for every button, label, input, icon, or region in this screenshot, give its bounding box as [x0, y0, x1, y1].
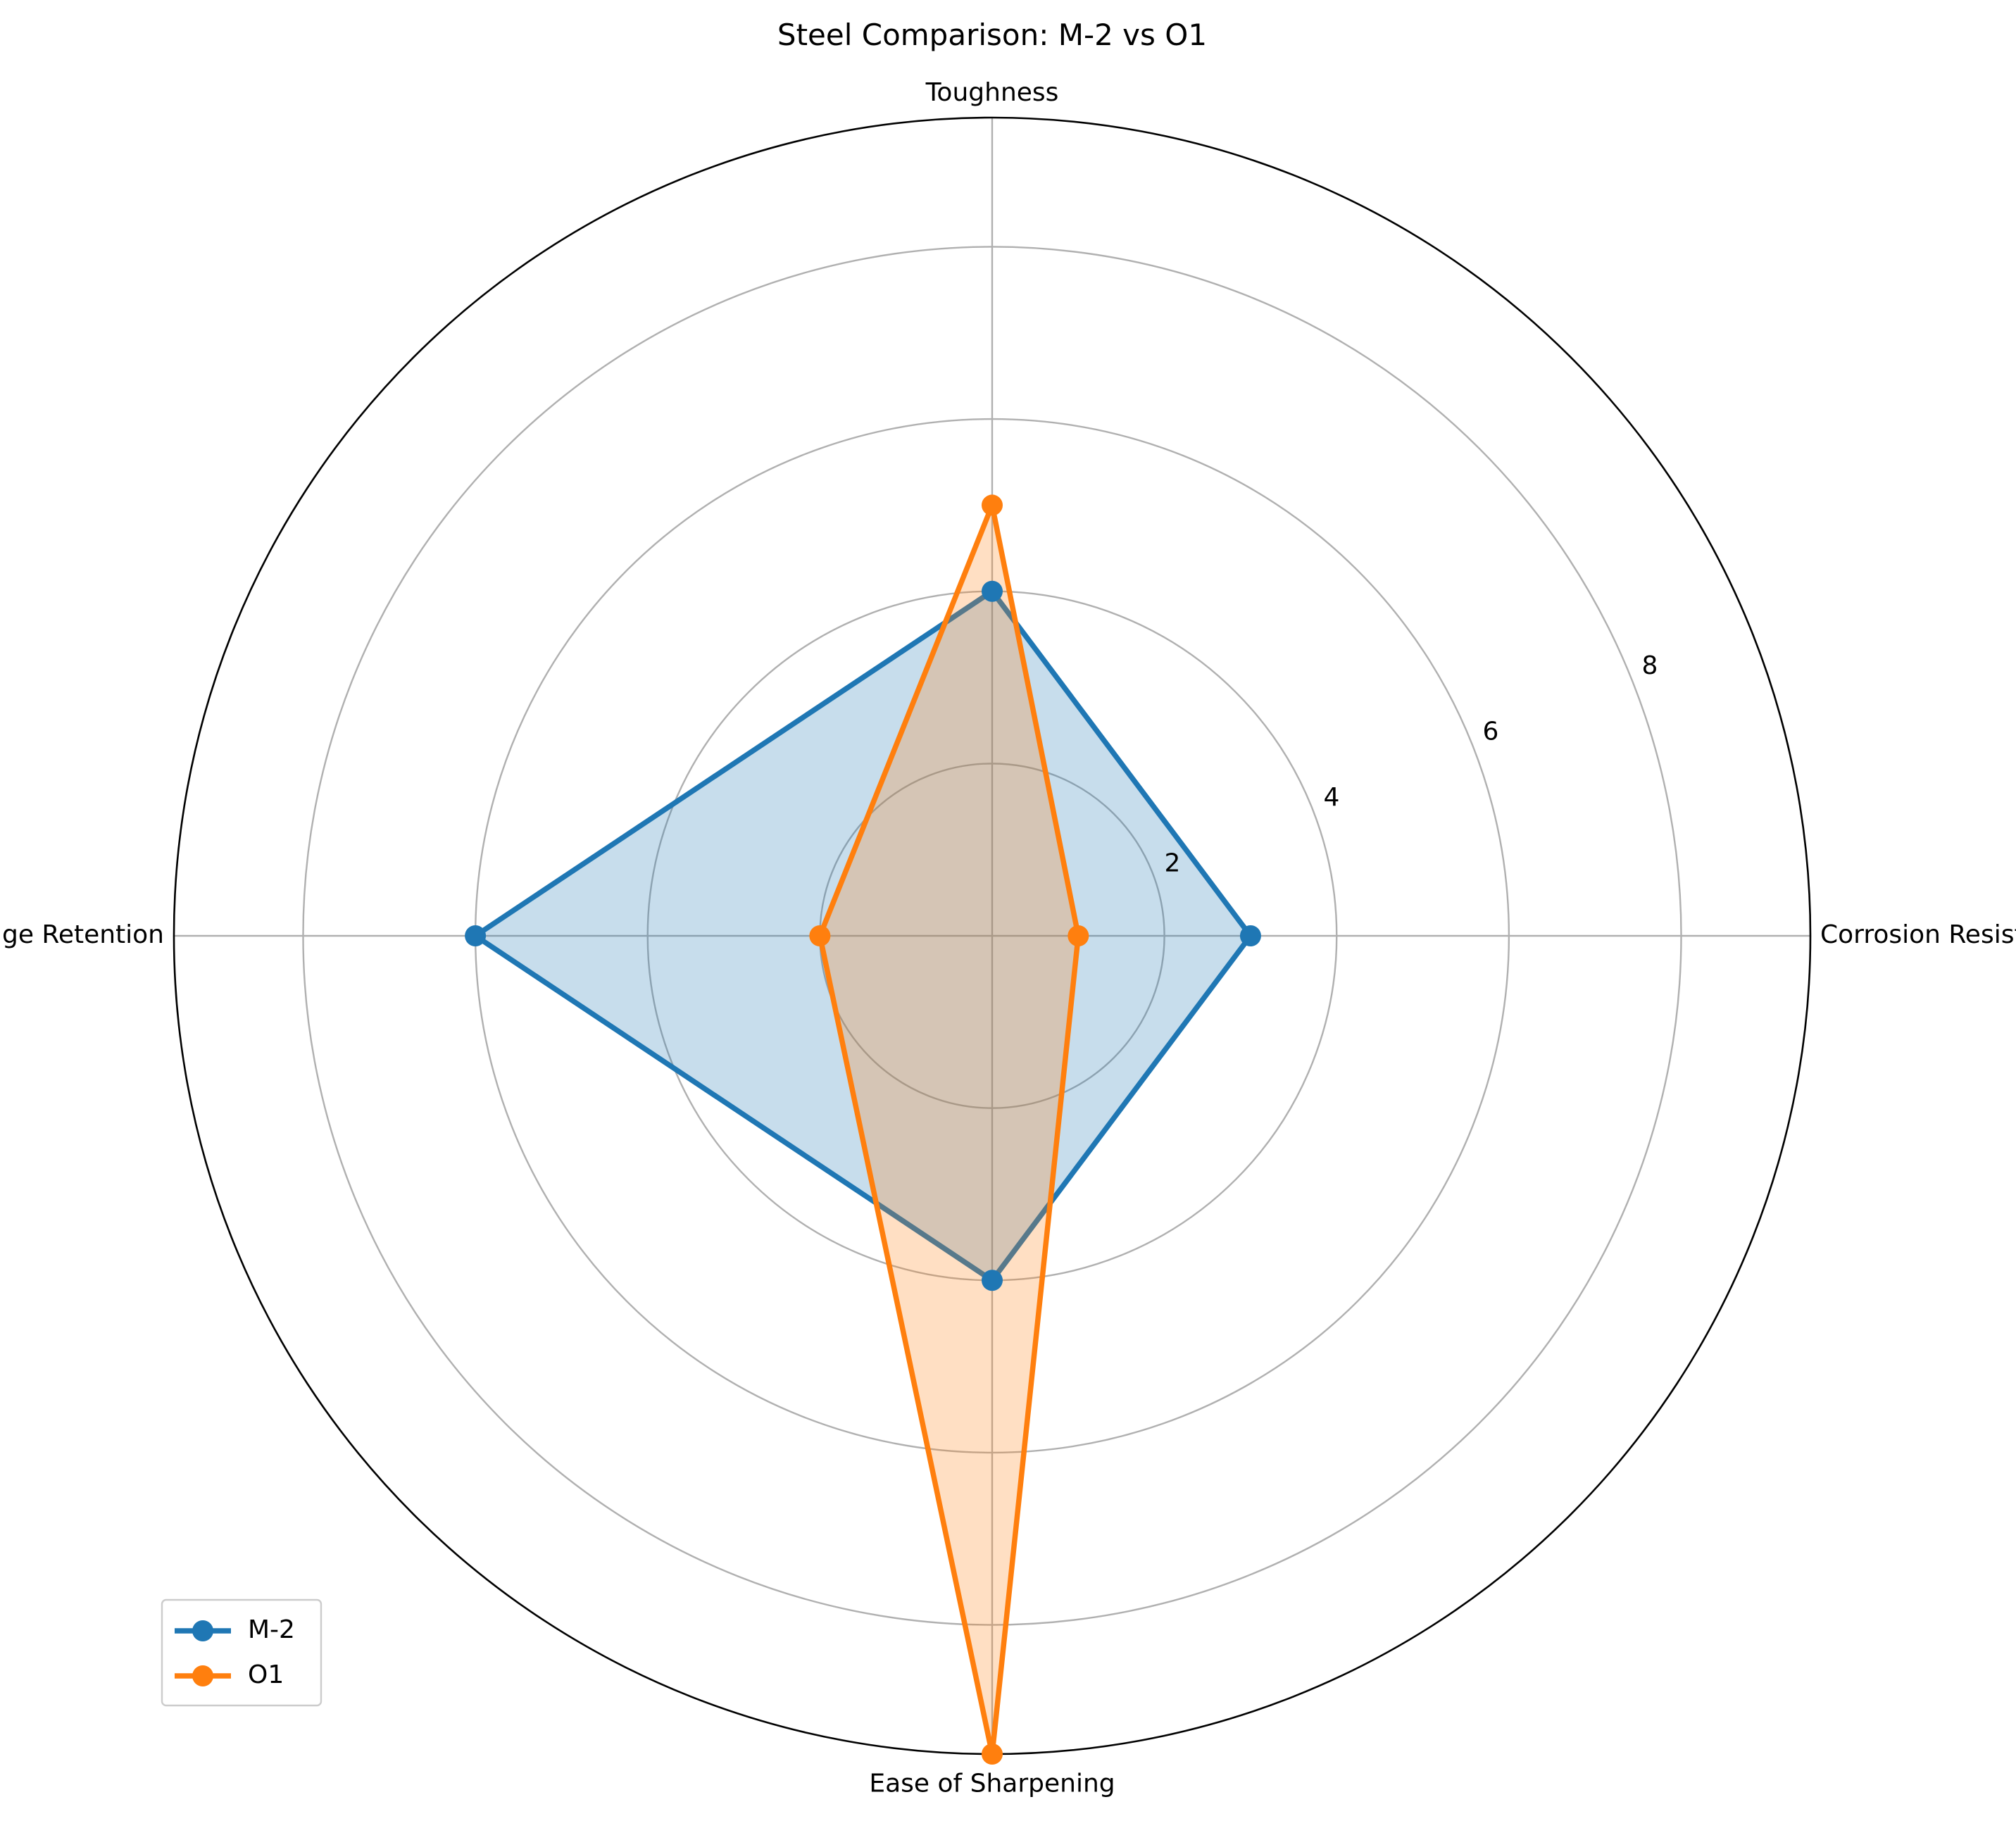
category-label-ease-of-sharpening: Ease of Sharpening: [869, 1770, 1115, 1798]
series-layer: [465, 494, 1261, 1765]
point-m-2-toughness: [982, 580, 1003, 602]
r-tick-label-4: 4: [1323, 783, 1339, 812]
point-m-2-corrosion-resistance: [1239, 925, 1261, 946]
point-m-2-ease-of-sharpening: [982, 1270, 1003, 1291]
category-label-corrosion-resistance: Corrosion Resistance: [1820, 920, 2016, 949]
chart-title: Steel Comparison: M-2 vs O1: [777, 18, 1207, 52]
point-o1-corrosion-resistance: [1068, 925, 1089, 946]
point-o1-ease-of-sharpening: [982, 1744, 1003, 1765]
point-o1-toughness: [982, 494, 1003, 516]
category-label-toughness: Toughness: [925, 78, 1059, 107]
gridline-circle-8: [302, 246, 1682, 1626]
series-fill-o1: [820, 505, 1079, 1754]
legend-frame: [161, 1598, 323, 1707]
point-m-2-edge-retention: [465, 925, 487, 946]
label-layer: 2 4 6 8 Corrosion Resistance Toughness Edge Re…: [0, 78, 2016, 1798]
r-tick-label-6: 6: [1483, 717, 1499, 746]
legend-marker-m-2: [192, 1620, 213, 1641]
legend-marker-o1: [192, 1665, 213, 1686]
category-label-edge-retention: Edge Retention: [0, 920, 164, 949]
r-tick-label-2: 2: [1164, 849, 1180, 878]
series-fill-m-2: [475, 591, 1251, 1281]
r-tick-label-8: 8: [1642, 651, 1658, 680]
point-o1-edge-retention: [809, 925, 831, 946]
legend-label-o1: O1: [248, 1660, 284, 1689]
legend-label-m-2: M-2: [248, 1615, 295, 1644]
legend: M-2 O1: [161, 1598, 323, 1707]
